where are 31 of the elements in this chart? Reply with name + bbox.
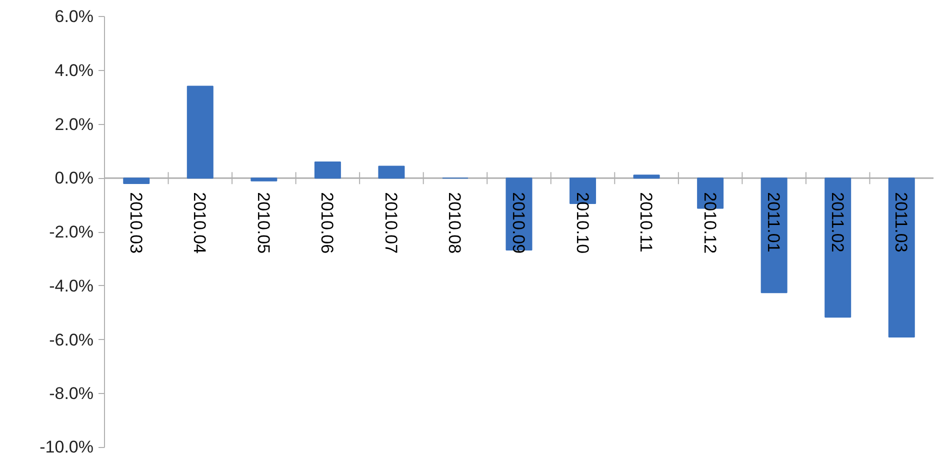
bar [888, 178, 915, 338]
y-tick-label: -10.0% [40, 438, 94, 456]
x-tick-label: 2010.07 [381, 192, 400, 254]
y-tick-label: -4.0% [49, 276, 94, 296]
x-tick-label: 2010.06 [318, 192, 337, 254]
bar [250, 178, 278, 182]
y-tick-label: 4.0% [54, 60, 94, 80]
bar [824, 178, 852, 318]
y-tick-label: -6.0% [49, 330, 94, 350]
x-tick-label: 2010.04 [190, 192, 210, 254]
bar [186, 86, 214, 179]
y-tick-label: 2.0% [54, 114, 94, 134]
bar [633, 174, 660, 179]
bar [314, 161, 341, 179]
y-tick-label: -8.0% [49, 384, 94, 404]
y-tick-label: -2.0% [49, 222, 94, 242]
x-tick-label: 2010.05 [254, 192, 273, 254]
bar [760, 178, 788, 294]
x-tick-label: 2011.02 [828, 192, 847, 252]
bar [123, 178, 150, 184]
y-tick-label: 0.0% [54, 168, 94, 188]
x-tick-label: 2010.08 [445, 192, 464, 254]
x-tick-label: 2011.01 [764, 192, 784, 252]
x-tick-label: 2010.10 [572, 192, 592, 254]
x-tick-label: 2010.12 [700, 192, 720, 254]
x-tick-label: 2010.09 [509, 192, 528, 254]
y-tick-label: 6.0% [54, 7, 94, 26]
bar [378, 166, 405, 179]
x-tick-label: 2010.11 [636, 192, 656, 252]
x-tick-label: 2010.03 [126, 192, 146, 254]
x-tick-label: 2011.03 [892, 192, 911, 252]
